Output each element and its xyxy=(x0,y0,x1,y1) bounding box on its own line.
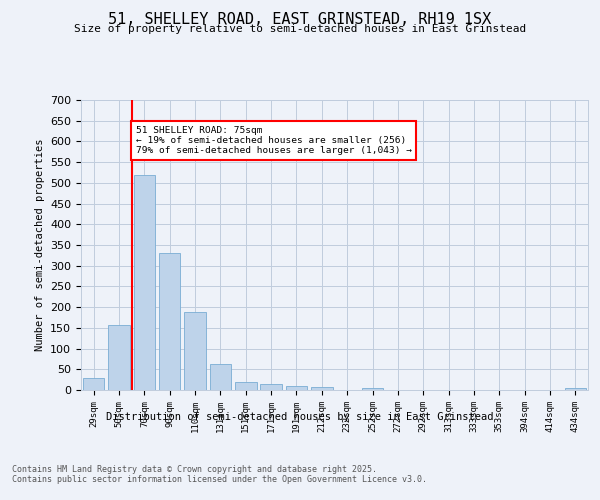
Bar xyxy=(311,386,332,390)
Bar xyxy=(565,388,586,390)
Bar xyxy=(260,384,282,390)
Bar xyxy=(286,386,307,390)
Text: Contains HM Land Registry data © Crown copyright and database right 2025.
Contai: Contains HM Land Registry data © Crown c… xyxy=(12,465,427,484)
Bar xyxy=(362,388,383,390)
Bar xyxy=(184,312,206,390)
Text: Distribution of semi-detached houses by size in East Grinstead: Distribution of semi-detached houses by … xyxy=(106,412,494,422)
Bar xyxy=(108,324,130,390)
Text: 51 SHELLEY ROAD: 75sqm
← 19% of semi-detached houses are smaller (256)
79% of se: 51 SHELLEY ROAD: 75sqm ← 19% of semi-det… xyxy=(136,126,412,156)
Bar xyxy=(235,382,257,390)
Bar xyxy=(83,378,104,390)
Y-axis label: Number of semi-detached properties: Number of semi-detached properties xyxy=(35,138,44,352)
Text: 51, SHELLEY ROAD, EAST GRINSTEAD, RH19 1SX: 51, SHELLEY ROAD, EAST GRINSTEAD, RH19 1… xyxy=(109,12,491,28)
Bar xyxy=(159,254,181,390)
Bar xyxy=(209,364,231,390)
Text: Size of property relative to semi-detached houses in East Grinstead: Size of property relative to semi-detach… xyxy=(74,24,526,34)
Bar xyxy=(134,174,155,390)
